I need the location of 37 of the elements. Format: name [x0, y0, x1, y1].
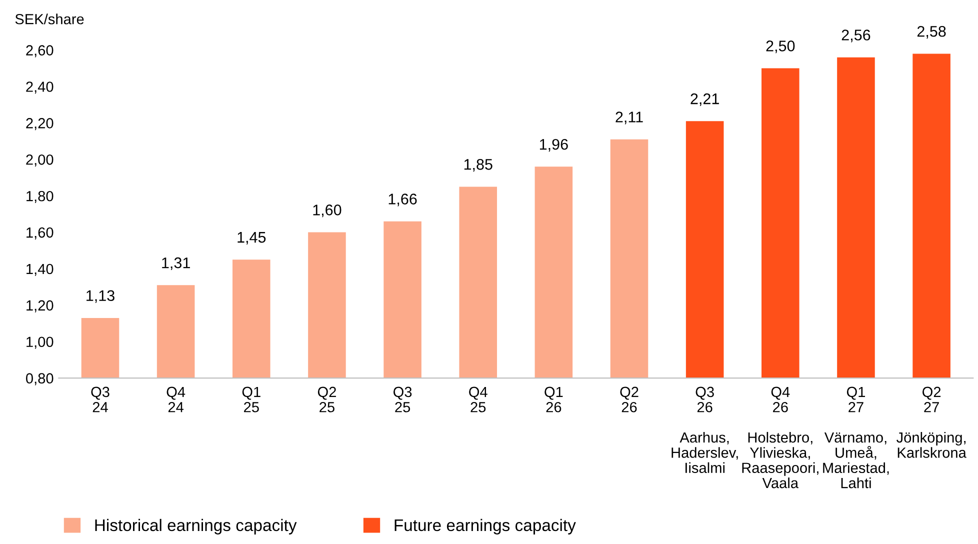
x-tick-label: Q2 25 — [318, 386, 336, 412]
y-tick-label: 2,20 — [26, 118, 54, 130]
x-tick-label: Q4 24 — [166, 386, 186, 412]
data-label: 1,96 — [540, 138, 568, 152]
data-label: 1,85 — [464, 159, 492, 172]
x-tick-label: Q2 26 — [620, 386, 638, 412]
legend-label: Future earnings capacity — [394, 518, 576, 534]
data-label: 1,45 — [238, 232, 266, 245]
y-tick-label: 2,00 — [26, 154, 54, 167]
data-label: 2,58 — [917, 26, 946, 39]
y-tick-label: 0,80 — [26, 373, 54, 386]
data-label: 2,50 — [766, 40, 795, 54]
category-label: Q1 27 Värnamo, Umeå, Mariestad, Lahti — [823, 386, 889, 488]
x-tick-label: Q1 25 — [242, 386, 260, 412]
x-tick-label: Q1 26 — [544, 386, 563, 412]
legend-label: Historical earnings capacity — [95, 518, 297, 534]
data-label: 1,66 — [388, 194, 417, 206]
y-tick-label: 1,00 — [26, 336, 54, 349]
data-label: 2,21 — [690, 93, 719, 106]
data-label: 2,11 — [616, 112, 643, 124]
data-label: 1,13 — [86, 290, 114, 303]
category-label: Q4 26 Holstebro, Ylivieska, Raasepoori, Vaala — [742, 386, 818, 488]
y-tick-label: 1,60 — [26, 227, 54, 240]
x-tick-label: Q3 25 — [394, 386, 412, 412]
category-label: Q3 26 Aarhus, Haderslev, Iisalmi — [672, 386, 738, 474]
category-label: Q2 27 Jönköping, Karlskrona — [896, 386, 966, 458]
y-tick-label: 2,40 — [26, 82, 54, 94]
y-tick-label: 2,60 — [26, 45, 54, 58]
y-tick-label: 1,20 — [26, 300, 54, 312]
data-label: 1,31 — [162, 257, 190, 270]
x-tick-label: Q3 24 — [91, 386, 110, 412]
y-tick-label: 1,40 — [26, 264, 54, 276]
x-tick-label: Q4 25 — [469, 386, 488, 412]
data-label: 1,60 — [313, 204, 342, 218]
y-tick-label: 1,80 — [26, 190, 54, 203]
y-axis-title: SEK/share — [15, 14, 84, 24]
data-label: 2,56 — [842, 30, 870, 42]
